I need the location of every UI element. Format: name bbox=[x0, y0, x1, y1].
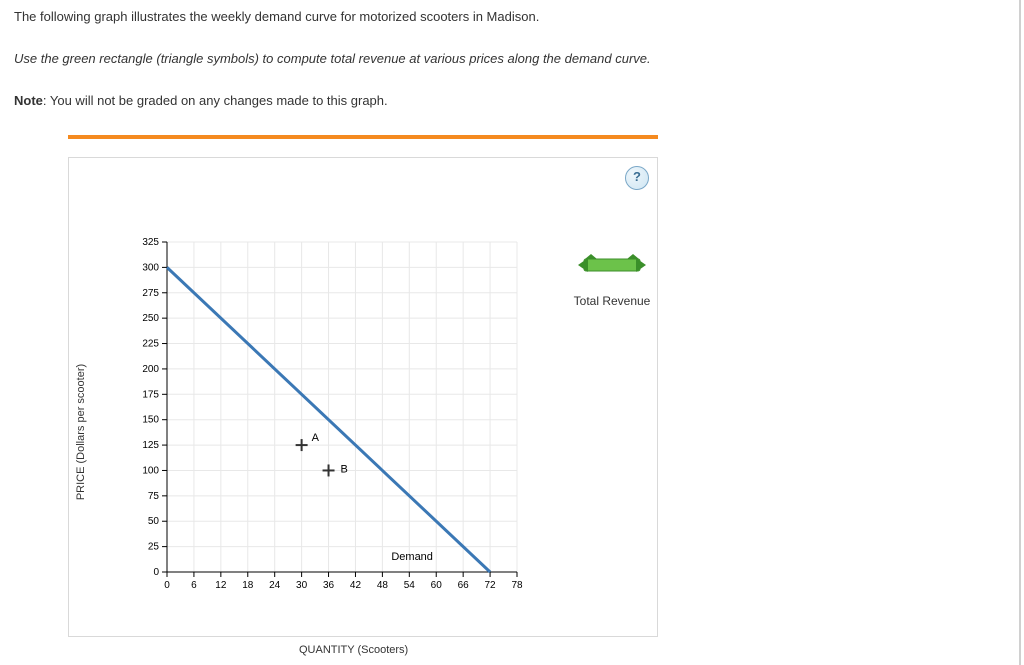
vertical-rule bbox=[1019, 0, 1021, 665]
y-tick-label: 25 bbox=[148, 541, 160, 552]
triangle-nub-2 bbox=[627, 254, 639, 259]
x-tick-label: 48 bbox=[377, 580, 389, 591]
y-tick-label: 75 bbox=[148, 490, 160, 501]
y-tick-label: 275 bbox=[142, 287, 159, 298]
x-tick-label: 24 bbox=[269, 580, 281, 591]
y-tick-label: 100 bbox=[142, 465, 159, 476]
y-tick-label: 150 bbox=[142, 414, 159, 425]
y-tick-label: 300 bbox=[142, 262, 159, 273]
x-tick-label: 0 bbox=[164, 580, 170, 591]
y-tick-label: 225 bbox=[142, 338, 159, 349]
plot-zone: PRICE (Dollars per scooter) QUANTITY (Sc… bbox=[117, 242, 627, 622]
y-tick-label: 125 bbox=[142, 440, 159, 451]
x-tick-label: 18 bbox=[242, 580, 254, 591]
triangle-handle-right bbox=[636, 258, 646, 272]
separator-wrap bbox=[14, 135, 1010, 139]
intro-line-1: The following graph illustrates the week… bbox=[14, 8, 1010, 26]
intro-note: Note: You will not be graded on any chan… bbox=[14, 92, 1010, 110]
note-text: : You will not be graded on any changes … bbox=[43, 93, 388, 108]
note-label: Note bbox=[14, 93, 43, 108]
section-separator bbox=[68, 135, 658, 139]
x-tick-label: 78 bbox=[511, 580, 523, 591]
x-tick-label: 60 bbox=[431, 580, 443, 591]
x-tick-label: 30 bbox=[296, 580, 308, 591]
y-tick-label: 200 bbox=[142, 363, 159, 374]
y-tick-label: 0 bbox=[153, 567, 159, 578]
x-tick-label: 66 bbox=[458, 580, 470, 591]
chart-marker-label: B bbox=[341, 463, 348, 475]
chart-marker[interactable] bbox=[323, 464, 335, 476]
intro-block: The following graph illustrates the week… bbox=[14, 8, 1010, 111]
chart-svg[interactable]: 0 6 12 18 24 30 36 42 48 54 60 66 72 78 0 25 50 75 100 125 1… bbox=[117, 242, 627, 622]
y-tick-label: 175 bbox=[142, 389, 159, 400]
x-tick-label: 54 bbox=[404, 580, 416, 591]
intro-line-2: Use the green rectangle (triangle symbol… bbox=[14, 50, 1010, 68]
chart-marker[interactable] bbox=[296, 439, 308, 451]
y-tick-label: 325 bbox=[142, 237, 159, 248]
help-button[interactable]: ? bbox=[625, 166, 649, 190]
chart-marker-label: A bbox=[312, 432, 320, 444]
x-tick-label: 72 bbox=[485, 580, 497, 591]
x-tick-label: 42 bbox=[350, 580, 362, 591]
y-tick-label: 250 bbox=[142, 313, 159, 324]
graph-panel: ? Total Revenue PRICE (Dollars per scoot… bbox=[68, 157, 658, 637]
x-tick-label: 36 bbox=[323, 580, 335, 591]
help-icon: ? bbox=[633, 169, 641, 184]
x-tick-label: 12 bbox=[215, 580, 227, 591]
y-axis-title: PRICE (Dollars per scooter) bbox=[75, 363, 87, 499]
y-tick-label: 50 bbox=[148, 516, 160, 527]
demand-line-label: Demand bbox=[391, 550, 433, 562]
page-root: The following graph illustrates the week… bbox=[0, 0, 1024, 665]
x-axis-title: QUANTITY (Scooters) bbox=[299, 644, 499, 656]
x-tick-label: 6 bbox=[191, 580, 197, 591]
